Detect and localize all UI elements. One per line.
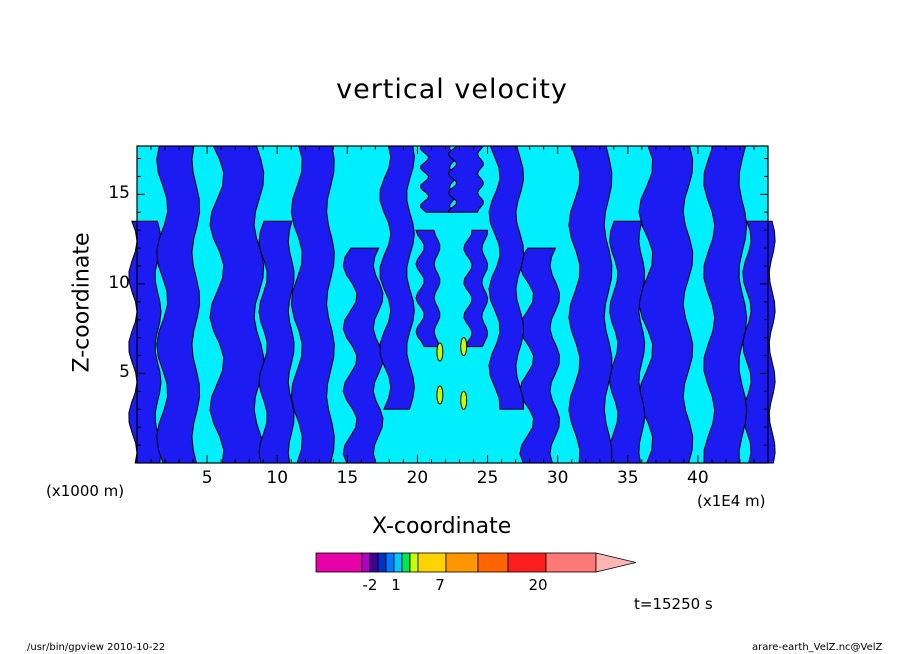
y-tick-label: 15	[108, 183, 130, 204]
contour-field	[128, 145, 776, 464]
colorbar-tick-label: 1	[391, 576, 401, 594]
x-tick-label: 15	[336, 468, 359, 488]
x-tick-label: 5	[201, 468, 213, 488]
updraft-cell-1	[460, 390, 468, 410]
colorbar-segment	[385, 552, 395, 573]
footer-right: arare-earth_VelZ.nc@VelZ	[752, 642, 883, 653]
colorbar-tick-label: 20	[528, 576, 548, 594]
contour-band-r0	[742, 220, 776, 464]
colorbar-segment	[545, 552, 597, 573]
contour-band-l3	[258, 220, 295, 464]
axis-ticks	[136, 146, 769, 463]
y-axis-label: Z-coordinate	[69, 232, 95, 373]
x-tick-label: 30	[546, 468, 569, 488]
colorbar-segment	[377, 552, 387, 573]
y-tick-label: 10	[108, 272, 130, 293]
colorbar	[315, 552, 637, 573]
time-label: t=15250 s	[634, 595, 713, 613]
y-tick-label: 5	[119, 362, 130, 383]
x-tick-label: 25	[476, 468, 499, 488]
contour-band-r7	[463, 229, 489, 348]
colorbar-segment	[393, 552, 403, 573]
x-unit-left: (x1000 m)	[46, 482, 125, 500]
footer-left: /usr/bin/gpview 2010-10-22	[27, 642, 166, 653]
contour-band-l7	[415, 229, 441, 348]
updraft-cell-3	[460, 337, 468, 357]
x-tick-label: 40	[687, 468, 709, 488]
updraft-cell-2	[436, 342, 444, 362]
colorbar-segment	[507, 552, 547, 573]
colorbar-tick-label: -2	[362, 576, 378, 594]
updraft-cell-0	[436, 385, 444, 405]
colorbar-segment	[361, 552, 371, 573]
x-axis-label: X-coordinate	[372, 514, 512, 539]
colorbar-segment	[315, 552, 363, 573]
colorbar-segment	[477, 552, 509, 573]
x-tick-label: 10	[266, 468, 289, 488]
colorbar-segment	[409, 552, 419, 573]
chart-title: vertical velocity	[336, 74, 568, 105]
colorbar-arrow	[595, 552, 637, 573]
colorbar-segment	[369, 552, 379, 573]
plot-frame	[136, 145, 769, 464]
colorbar-tick-label: 7	[435, 576, 445, 594]
x-unit-right: (x1E4 m)	[697, 492, 766, 510]
x-tick-label: 35	[616, 468, 639, 488]
contour-band-l5	[342, 247, 384, 464]
colorbar-segment	[417, 552, 447, 573]
colorbar-segment	[445, 552, 479, 573]
x-tick-label: 20	[406, 468, 429, 488]
colorbar-segment	[401, 552, 411, 573]
